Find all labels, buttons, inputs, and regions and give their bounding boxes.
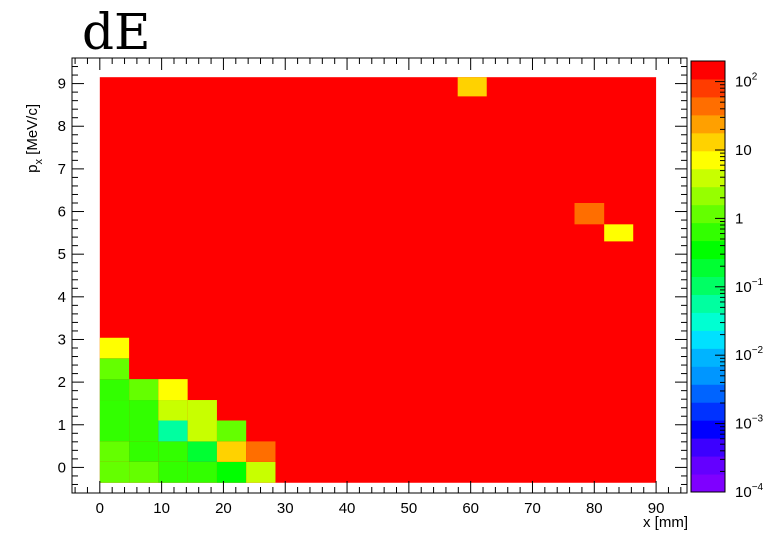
palette-band [691, 61, 725, 80]
heatmap-cell [574, 203, 605, 225]
heatmap-cell [99, 337, 130, 359]
y-tick-label: 4 [58, 289, 66, 306]
x-tick-label: 40 [339, 500, 356, 517]
x-tick-label: 80 [586, 500, 603, 517]
palette-band [691, 438, 725, 457]
heatmap-cell [457, 77, 487, 97]
heatmap-cell [158, 461, 188, 483]
x-tick-label: 50 [401, 500, 418, 517]
palette-band [691, 402, 725, 421]
heatmap-cell [99, 441, 130, 462]
x-tick-label: 30 [277, 500, 294, 517]
palette-band [691, 456, 725, 475]
heatmap-cell [99, 379, 130, 401]
palette-band [691, 384, 725, 403]
heatmap-cell [129, 461, 159, 483]
palette-band [691, 186, 725, 206]
y-axis-label-main: p [24, 165, 41, 173]
palette-band [691, 150, 725, 170]
y-tick-label: 6 [58, 204, 66, 221]
heatmap-cell [158, 379, 188, 401]
plot-frame [71, 57, 688, 494]
palette-band [691, 96, 725, 116]
palette-tick-label: 10−3 [735, 414, 764, 433]
palette-band [691, 114, 725, 134]
x-tick-label: 10 [153, 500, 170, 517]
palette-band [691, 294, 725, 313]
palette-tick-label: 10−4 [735, 482, 764, 501]
heatmap-cell [246, 461, 276, 483]
palette-band [691, 348, 725, 367]
heatmap-cell [246, 441, 276, 462]
palette-band [691, 258, 725, 277]
heatmap-cell [99, 420, 130, 442]
palette-band [691, 366, 725, 385]
x-tick-label: 70 [524, 500, 541, 517]
palette-tick-label: 10 [735, 142, 752, 159]
palette-band [691, 222, 725, 242]
heatmap-cell [158, 441, 188, 462]
heatmap-cell [604, 224, 634, 242]
y-tick-label: 1 [58, 417, 66, 434]
palette-band [691, 276, 725, 295]
x-tick-label: 0 [96, 500, 104, 517]
heatmap-cell [187, 461, 217, 483]
x-tick-label: 60 [462, 500, 479, 517]
heatmap-cell [216, 461, 247, 483]
palette-band [691, 330, 725, 349]
heatmap-cell [158, 400, 188, 421]
palette-band [691, 312, 725, 331]
svg-text:px [MeV/c]: px [MeV/c] [24, 104, 45, 173]
chart-title: dE [82, 3, 151, 61]
heatmap-cell [129, 379, 159, 401]
heatmap-cell [187, 420, 217, 442]
palette-band [691, 420, 725, 439]
heatmap-cell [216, 420, 247, 442]
y-tick-label: 2 [58, 374, 66, 391]
x-tick-label: 20 [215, 500, 232, 517]
heatmap-cell [158, 420, 188, 442]
heatmap-cell [99, 400, 130, 421]
palette-band [691, 78, 725, 98]
color-scale-palette [690, 60, 726, 493]
heatmap-cell [129, 441, 159, 462]
palette-band [691, 168, 725, 188]
heatmap-cell [216, 441, 247, 462]
y-tick-label: 3 [58, 331, 66, 348]
palette-band [691, 240, 725, 260]
y-tick-label: 0 [58, 459, 66, 476]
heatmap-cell [187, 400, 217, 421]
x-axis: 0 10 20 30 40 50 60 70 80 90 [74, 58, 682, 517]
heatmap-cell [129, 400, 159, 421]
heatmap-cells [99, 77, 657, 483]
palette-tick-label: 10−2 [735, 345, 764, 364]
y-tick-label: 5 [58, 246, 66, 263]
y-axis: 0 1 2 3 4 5 6 7 8 9 [58, 57, 687, 494]
palette-tick-label: 102 [735, 72, 758, 91]
y-axis-label-unit: [MeV/c] [24, 104, 41, 159]
heatmap-cell [129, 420, 159, 442]
heatmap-cell [187, 441, 217, 462]
palette-frame [690, 60, 726, 493]
color-scale-axis: 102 10 1 10−1 10−2 10−3 10−4 [715, 60, 764, 501]
x-tick-label: 90 [648, 500, 665, 517]
x-axis-label: x [mm] [643, 514, 688, 531]
palette-band [691, 204, 725, 224]
heatmap-cell [99, 461, 130, 483]
heatmap-cell [99, 358, 130, 380]
palette-band [691, 132, 725, 152]
palette-tick-label: 1 [735, 210, 743, 227]
y-tick-label: 8 [58, 118, 66, 135]
y-axis-label-sub: x [33, 159, 45, 165]
y-tick-label: 9 [58, 76, 66, 93]
y-tick-label: 7 [58, 161, 66, 178]
palette-band [691, 474, 725, 493]
y-axis-label: px [MeV/c] [24, 104, 45, 173]
palette-tick-label: 10−1 [735, 277, 764, 296]
